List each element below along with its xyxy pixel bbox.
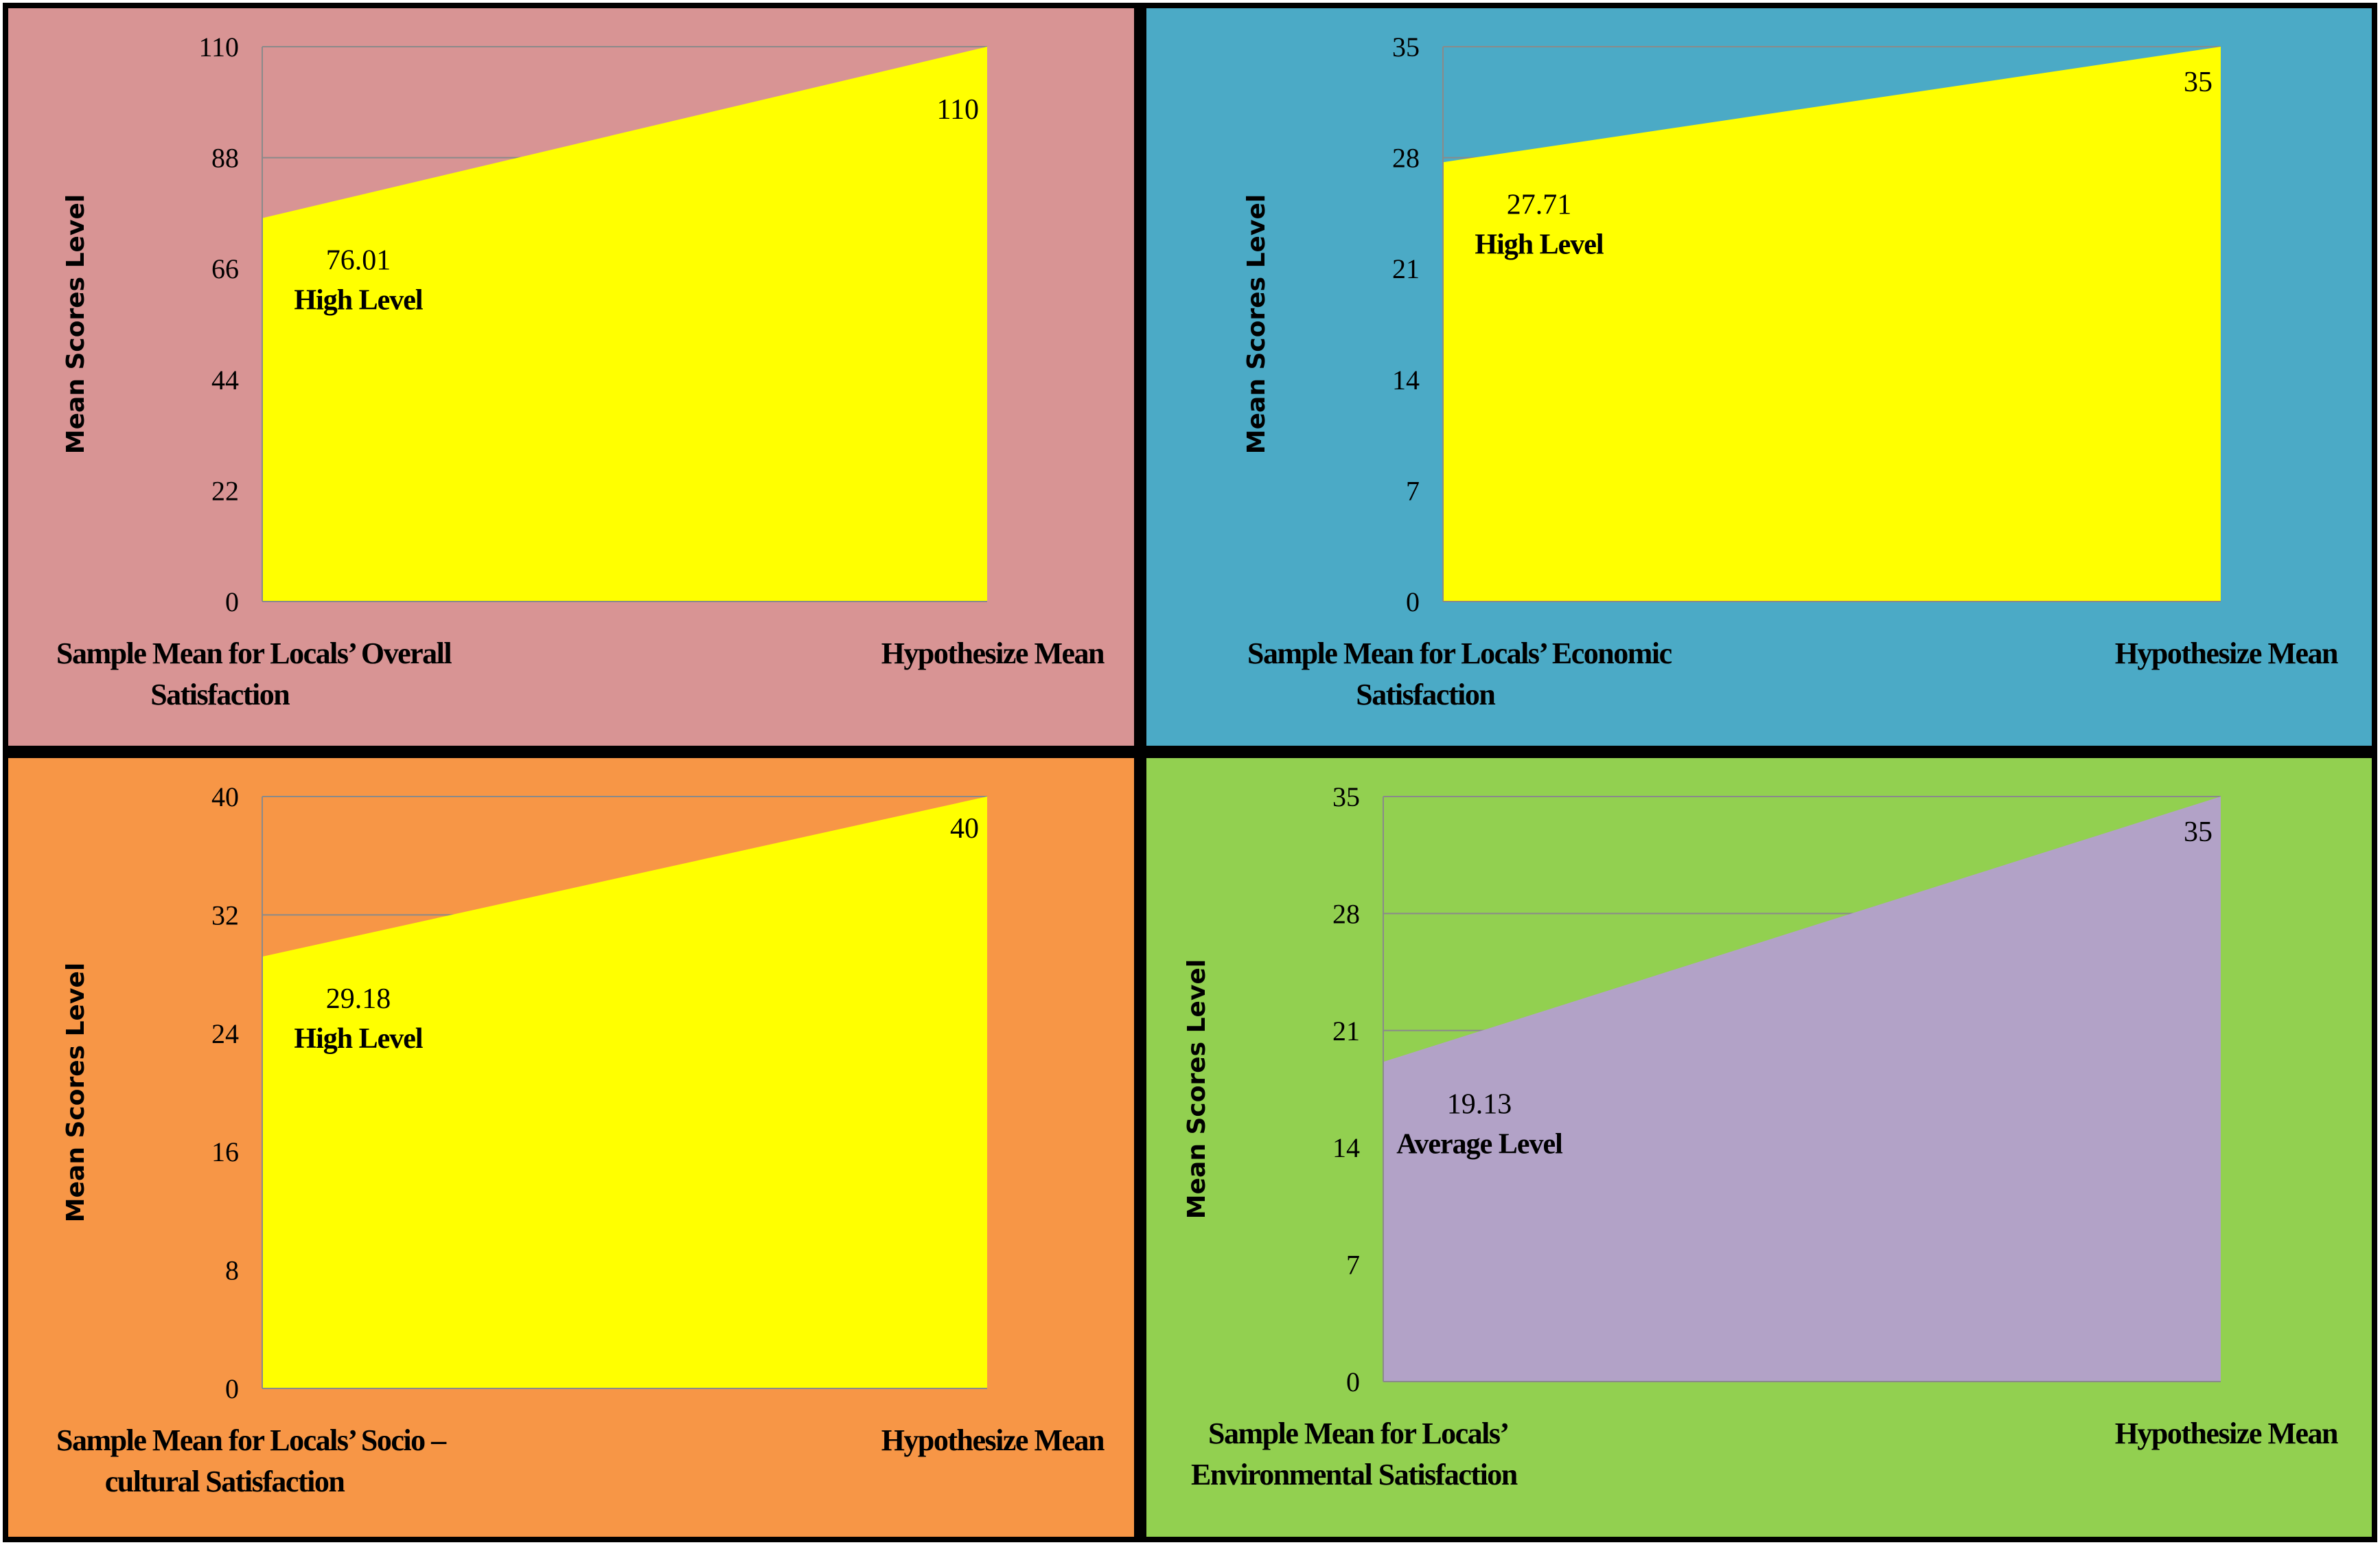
category-label: Sample Mean for Locals’ Socio – <box>56 1423 447 1457</box>
y-tick-label: 44 <box>211 365 239 396</box>
chart-svg: 0 8 16 24 32 40 Mean Scores Level Sample Mean f… <box>56 781 1106 1498</box>
y-tick-label: 8 <box>225 1255 239 1286</box>
chart-panel-overall: 0 22 44 66 88 110 Mean Scores Level Sample Mean… <box>8 8 1134 746</box>
data-label-sample-mean: 76.01 <box>326 245 391 277</box>
category-label: Sample Mean for Locals’ Overall <box>56 637 452 670</box>
y-axis-title: Mean Scores Level <box>62 194 90 454</box>
y-tick-label: 35 <box>1392 32 1420 62</box>
category-label: Hypothesize Mean <box>2115 637 2338 670</box>
data-label-hypothesize-mean: 110 <box>937 94 979 126</box>
y-tick-label: 40 <box>211 781 239 812</box>
y-tick-label: 0 <box>1406 586 1420 617</box>
level-label: Average Level <box>1396 1128 1562 1160</box>
category-label: Environmental Satisfaction <box>1191 1458 1518 1491</box>
data-label-sample-mean: 19.13 <box>1447 1088 1512 1120</box>
y-tick-label: 22 <box>211 475 239 506</box>
category-label: Satisfaction <box>1356 678 1495 711</box>
category-label: Sample Mean for Locals’ <box>1208 1417 1509 1450</box>
y-tick-label: 21 <box>1392 253 1420 284</box>
category-label: Hypothesize Mean <box>881 637 1105 670</box>
y-tick-label: 0 <box>225 1373 239 1404</box>
y-tick-label: 7 <box>1406 475 1420 506</box>
area-series <box>1383 797 2221 1382</box>
area-series <box>1443 47 2221 602</box>
level-label: High Level <box>294 1023 422 1055</box>
data-label-hypothesize-mean: 35 <box>2184 816 2213 848</box>
area-series <box>262 47 987 602</box>
y-axis-title: Mean Scores Level <box>1183 959 1211 1219</box>
y-tick-label: 14 <box>1392 365 1420 396</box>
data-label-sample-mean: 29.18 <box>326 983 391 1015</box>
category-label: cultural Satisfaction <box>105 1465 345 1498</box>
category-label: Sample Mean for Locals’ Economic <box>1247 637 1672 670</box>
area-series <box>262 797 987 1388</box>
data-label-hypothesize-mean: 35 <box>2184 67 2213 98</box>
category-label: Hypothesize Mean <box>2115 1417 2338 1450</box>
category-label: Satisfaction <box>150 678 290 711</box>
y-tick-label: 88 <box>211 143 239 174</box>
y-tick-label: 32 <box>211 900 239 930</box>
y-tick-label: 66 <box>211 253 239 284</box>
y-tick-label: 28 <box>1332 898 1360 929</box>
chart-panel-environmental: 0 7 14 21 28 35 Mean Scores Level Sample Mean f… <box>1146 758 2372 1537</box>
chart-svg: 0 7 14 21 28 35 Mean Scores Level Sample Mean f… <box>1183 781 2339 1491</box>
y-tick-label: 35 <box>1332 781 1360 812</box>
y-tick-label: 21 <box>1332 1016 1360 1046</box>
y-axis-title: Mean Scores Level <box>1243 194 1271 454</box>
chart-panel-socio-cultural: 0 8 16 24 32 40 Mean Scores Level Sample Mean f… <box>8 758 1134 1537</box>
level-label: High Level <box>294 285 422 317</box>
y-axis-title: Mean Scores Level <box>62 963 90 1222</box>
data-label-sample-mean: 27.71 <box>1507 189 1572 220</box>
y-tick-label: 14 <box>1332 1132 1360 1163</box>
y-tick-label: 0 <box>225 586 239 617</box>
chart-panel-economic: 0 7 14 21 28 35 Mean Scores Level Sample Mean f… <box>1146 8 2372 746</box>
chart-svg: 0 22 44 66 88 110 Mean Scores Level Sample Mean… <box>56 32 1106 711</box>
category-label: Hypothesize Mean <box>881 1423 1105 1457</box>
data-label-hypothesize-mean: 40 <box>950 813 979 845</box>
y-tick-label: 16 <box>211 1136 239 1167</box>
y-tick-label: 28 <box>1392 143 1420 174</box>
y-tick-label: 0 <box>1346 1366 1360 1397</box>
chart-grid: 0 22 44 66 88 110 Mean Scores Level Sample Mean… <box>3 3 2377 1542</box>
y-tick-label: 7 <box>1346 1250 1360 1281</box>
y-tick-label: 110 <box>198 32 239 62</box>
y-tick-label: 24 <box>211 1018 239 1049</box>
level-label: High Level <box>1475 229 1603 260</box>
chart-svg: 0 7 14 21 28 35 Mean Scores Level Sample Mean f… <box>1243 32 2339 711</box>
